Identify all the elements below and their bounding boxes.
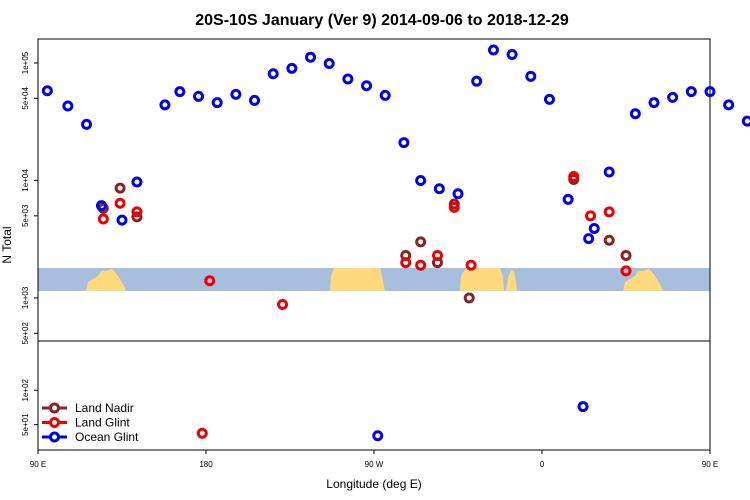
- ocean-glint-point: [62, 100, 74, 112]
- land-shape: [330, 268, 385, 291]
- ocean-glint-point: [723, 99, 735, 111]
- chart-title: 20S-10S January (Ver 9) 2014-09-06 to 20…: [195, 12, 569, 29]
- upper-panel-frame: [37, 38, 711, 342]
- x-tick-label: 90 W: [365, 460, 384, 469]
- x-axis: 90 E 180 90 W 0 90 E: [30, 450, 718, 469]
- land-glint-point: [114, 197, 126, 209]
- legend-label: Land Glint: [75, 416, 130, 430]
- ocean-glint-point: [471, 75, 483, 87]
- ocean-glint-point: [193, 90, 205, 102]
- land-glint-point: [415, 259, 427, 271]
- land-nadir-point: [603, 234, 615, 246]
- land-glint-point: [620, 265, 632, 277]
- ocean-glint-point: [379, 89, 391, 101]
- land-glint-point: [131, 206, 143, 218]
- land-glint-point: [448, 201, 460, 213]
- land-glint-point: [603, 206, 615, 218]
- legend-marker: [49, 431, 60, 443]
- ocean-glint-point: [487, 44, 499, 56]
- legend-label: Ocean Glint: [75, 430, 139, 444]
- ocean-glint-point: [342, 73, 354, 85]
- lower-y-axis: 5e+01 1e+02: [21, 378, 38, 436]
- ocean-glint-point: [81, 118, 93, 130]
- ocean-glint-point: [543, 93, 555, 105]
- ocean-glint-point: [267, 68, 279, 80]
- ocean-glint-point: [648, 97, 660, 109]
- y-tick-label: 1e+02: [21, 378, 30, 401]
- land-nadir-point: [463, 292, 475, 304]
- ocean-glint-point: [588, 223, 600, 235]
- y-tick-label: 5e+01: [21, 413, 30, 436]
- legend-label: Land Nadir: [75, 401, 134, 415]
- ocean-glint-point: [452, 188, 464, 200]
- ocean-glint-point: [685, 86, 697, 98]
- land-shape: [623, 269, 663, 291]
- y-tick-label: 5e+03: [21, 204, 30, 227]
- y-tick-label: 5e+04: [21, 87, 30, 110]
- x-tick-label: 90 E: [702, 460, 718, 469]
- upper-y-axis: 5e+02 1e+03 5e+03 1e+04 5e+04 1e+05: [21, 51, 38, 345]
- ocean-glint-point: [116, 214, 128, 226]
- ocean-glint-point: [562, 193, 574, 205]
- ocean-glint-point: [174, 86, 186, 98]
- land-nadir-point: [415, 236, 427, 248]
- land-glint-point: [97, 213, 109, 225]
- land-glint-point: [277, 298, 289, 310]
- ocean-glint-point: [230, 88, 242, 100]
- land-nadir-point: [114, 182, 126, 194]
- ocean-glint-point: [41, 85, 53, 97]
- land-shape: [460, 268, 504, 291]
- ocean-glint-point: [323, 57, 335, 69]
- ocean-glint-point: [211, 97, 223, 109]
- land-glint-point: [585, 210, 597, 222]
- ocean-glint-point: [704, 86, 716, 98]
- land-glint-point: [465, 259, 477, 271]
- ocean-glint-point: [415, 174, 427, 186]
- legend-marker: [49, 402, 60, 414]
- land-shape: [86, 269, 126, 291]
- x-tick-label: 90 E: [30, 460, 46, 469]
- legend-marker: [49, 417, 60, 428]
- ocean-glint-point: [667, 91, 679, 103]
- land-glint-point: [400, 257, 412, 269]
- land-glint-point: [204, 275, 216, 287]
- x-tick-label: 180: [199, 460, 213, 469]
- ocean-glint-point: [741, 115, 750, 127]
- ocean-glint-point: [629, 108, 641, 120]
- ocean-glint-point: [583, 233, 595, 245]
- ocean-glint-point: [398, 137, 410, 149]
- data-points: [41, 44, 750, 442]
- y-tick-label: 1e+03: [21, 286, 30, 309]
- land-glint-point: [196, 427, 208, 439]
- land-shape: [506, 270, 517, 291]
- map-background: [38, 268, 710, 291]
- ocean-glint-point: [433, 183, 445, 195]
- ocean-glint-point: [249, 94, 261, 106]
- x-tick-label: 0: [540, 460, 545, 469]
- ocean-glint-point: [525, 70, 537, 82]
- ocean-glint-point: [159, 99, 171, 111]
- ocean-glint-point: [577, 401, 589, 413]
- land-glint-point: [431, 249, 443, 261]
- ocean-glint-point: [131, 176, 143, 188]
- ocean-glint-point: [361, 80, 373, 92]
- ocean-glint-point: [372, 430, 384, 442]
- ocean-glint-point: [95, 200, 107, 212]
- land-glint-point: [568, 171, 580, 183]
- ocean-glint-point: [286, 62, 298, 74]
- ocean-glint-point: [603, 166, 615, 178]
- land-nadir-point: [620, 249, 632, 261]
- y-tick-label: 1e+04: [21, 169, 30, 192]
- x-axis-label: Longitude (deg E): [326, 477, 421, 491]
- ocean-glint-point: [506, 49, 518, 61]
- y-tick-label: 5e+02: [21, 322, 30, 345]
- y-tick-label: 1e+05: [21, 51, 30, 74]
- ocean-glint-point: [305, 51, 317, 63]
- y-axis-label: N Total: [0, 226, 14, 263]
- land-nadir-point: [131, 211, 143, 223]
